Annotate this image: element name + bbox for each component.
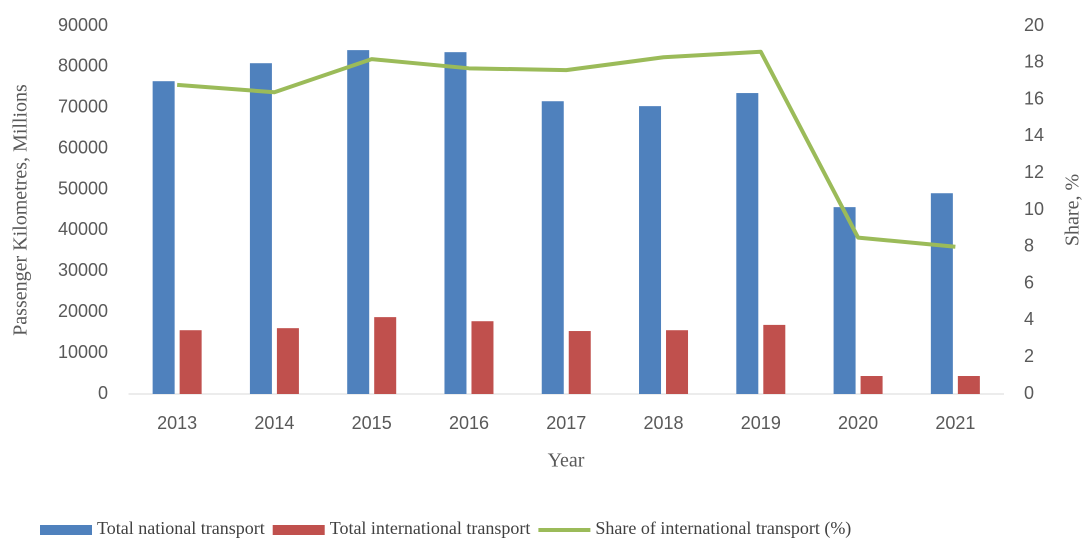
y-tick-label: 30000 bbox=[58, 260, 108, 280]
x-tick-label: 2020 bbox=[838, 413, 878, 433]
y2-tick-label: 10 bbox=[1024, 199, 1044, 219]
bar bbox=[568, 331, 591, 394]
y-tick-label: 70000 bbox=[58, 97, 108, 117]
bar bbox=[152, 81, 175, 394]
bar bbox=[763, 324, 786, 394]
y-tick-label: 20000 bbox=[58, 301, 108, 321]
y-tick-label: 90000 bbox=[58, 15, 108, 35]
bar bbox=[179, 330, 202, 394]
x-tick-label: 2013 bbox=[157, 413, 197, 433]
y2-tick-label: 20 bbox=[1024, 15, 1044, 35]
y-tick-label: 60000 bbox=[58, 137, 108, 157]
y2-tick-label: 6 bbox=[1024, 272, 1034, 292]
y-tick-label: 50000 bbox=[58, 178, 108, 198]
x-tick-label: 2018 bbox=[644, 413, 684, 433]
legend-label: Total national transport bbox=[97, 518, 265, 538]
line bbox=[176, 49, 956, 249]
bar bbox=[833, 207, 856, 394]
y2-tick-label: 4 bbox=[1024, 309, 1034, 329]
y2-tick-label: 16 bbox=[1024, 88, 1044, 108]
bar bbox=[444, 52, 467, 395]
y-tick-label: 40000 bbox=[58, 219, 108, 239]
legend-label: Share of international transport (%) bbox=[595, 518, 851, 539]
x-tick-label: 2019 bbox=[741, 413, 781, 433]
bar bbox=[860, 376, 883, 394]
x-axis-title: Year bbox=[548, 450, 585, 472]
bar bbox=[639, 106, 662, 395]
y2-tick-label: 8 bbox=[1024, 236, 1034, 256]
bar bbox=[276, 328, 299, 394]
y2-tick-label: 18 bbox=[1024, 52, 1044, 72]
legend-label: Total international transport bbox=[330, 518, 531, 538]
bar bbox=[666, 330, 689, 394]
legend-swatch bbox=[272, 525, 325, 535]
x-tick-label: 2021 bbox=[935, 413, 975, 433]
x-tick-label: 2015 bbox=[352, 413, 392, 433]
y2-tick-label: 2 bbox=[1024, 346, 1034, 366]
y2-tick-label: 14 bbox=[1024, 125, 1044, 145]
y2-tick-label: 12 bbox=[1024, 162, 1044, 182]
y-tick-label: 10000 bbox=[58, 342, 108, 362]
y2-tick-label: 0 bbox=[1024, 383, 1034, 403]
x-tick-label: 2016 bbox=[449, 413, 489, 433]
bar bbox=[249, 63, 272, 394]
bar bbox=[736, 93, 759, 395]
bar bbox=[930, 193, 953, 394]
bar bbox=[541, 101, 564, 394]
bar bbox=[347, 50, 370, 394]
y-tick-label: 80000 bbox=[58, 56, 108, 76]
bar bbox=[374, 317, 397, 394]
y-tick-label: 0 bbox=[98, 383, 108, 403]
y2-axis-title: Share, % bbox=[1062, 174, 1084, 246]
y-axis-title: Passenger Kilometres, Millions bbox=[10, 84, 32, 336]
x-tick-label: 2017 bbox=[546, 413, 586, 433]
bar bbox=[957, 376, 980, 394]
x-tick-label: 2014 bbox=[254, 413, 294, 433]
legend-swatch bbox=[40, 525, 92, 535]
bar bbox=[471, 321, 494, 394]
